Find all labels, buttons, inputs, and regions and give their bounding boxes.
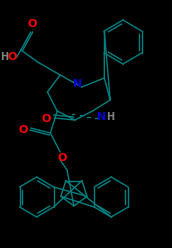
Text: O: O (57, 153, 67, 163)
Text: O: O (27, 19, 36, 29)
Text: O: O (42, 114, 51, 124)
Text: O: O (18, 125, 28, 135)
Text: O: O (7, 52, 17, 62)
Text: H: H (106, 112, 114, 122)
Text: N: N (97, 112, 106, 122)
Text: H: H (0, 52, 8, 62)
Text: N: N (73, 79, 82, 89)
